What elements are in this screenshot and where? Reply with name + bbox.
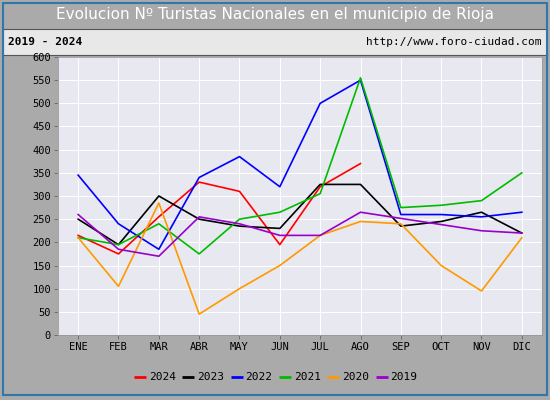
Text: 2021: 2021: [294, 372, 321, 382]
Text: http://www.foro-ciudad.com: http://www.foro-ciudad.com: [366, 37, 542, 47]
Text: 2019 - 2024: 2019 - 2024: [8, 37, 82, 47]
Text: 2020: 2020: [342, 372, 369, 382]
Text: Evolucion Nº Turistas Nacionales en el municipio de Rioja: Evolucion Nº Turistas Nacionales en el m…: [56, 6, 494, 22]
Text: 2019: 2019: [390, 372, 417, 382]
Text: 2023: 2023: [197, 372, 224, 382]
Text: 2022: 2022: [245, 372, 272, 382]
Text: 2024: 2024: [149, 372, 176, 382]
